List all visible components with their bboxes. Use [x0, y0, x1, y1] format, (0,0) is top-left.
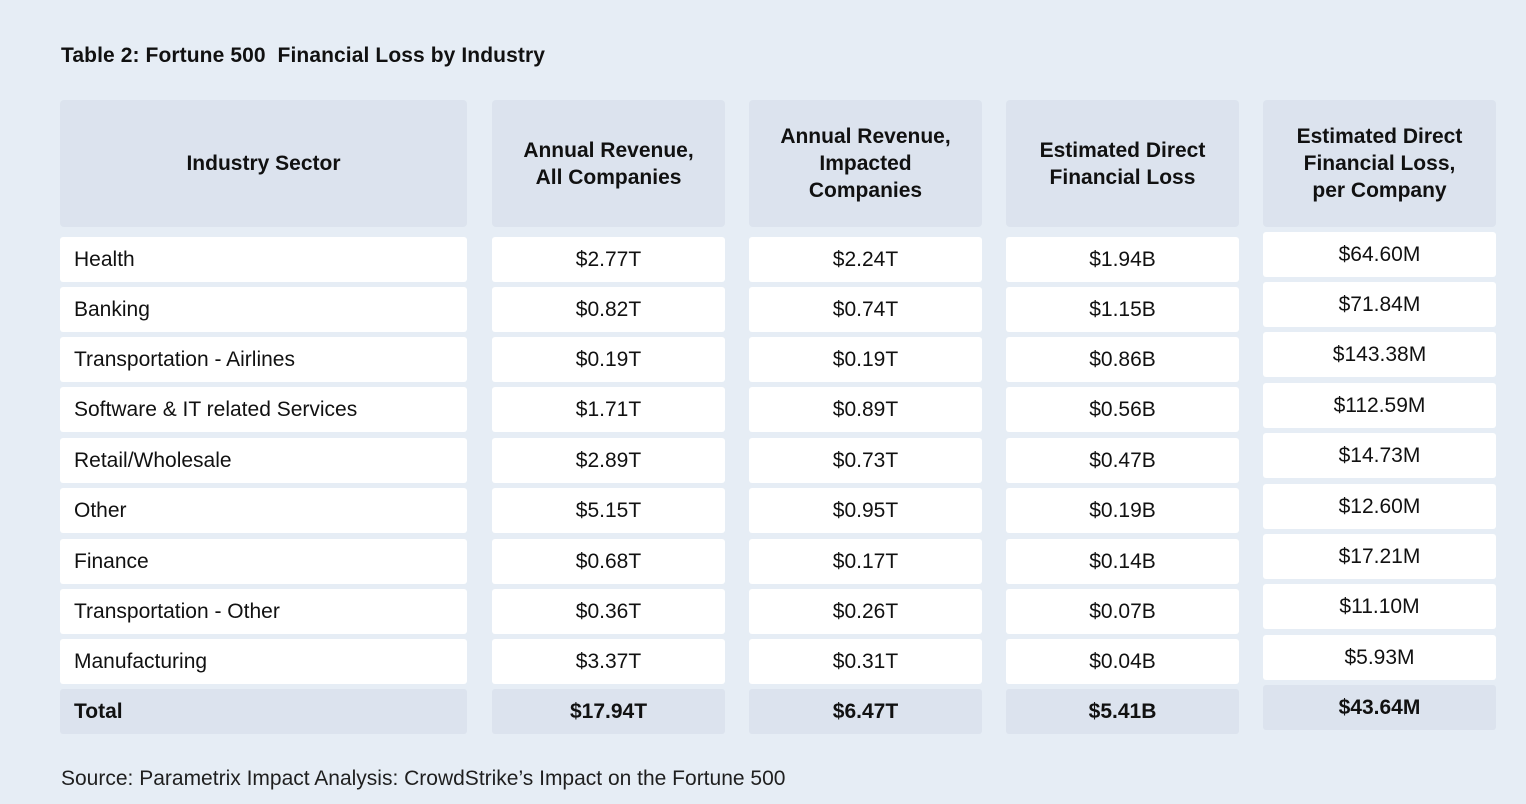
table-cell: $0.68T: [492, 539, 725, 584]
table-cell: $0.19T: [492, 337, 725, 382]
table-cell: $1.94B: [1006, 237, 1239, 282]
table-cell: Transportation - Airlines: [60, 337, 467, 382]
table-cell: $0.19B: [1006, 488, 1239, 533]
total-row-cell: $6.47T: [749, 689, 982, 734]
table-cell: $0.89T: [749, 387, 982, 432]
table-cell: Other: [60, 488, 467, 533]
table-cell: $1.15B: [1006, 287, 1239, 332]
table-cell: $71.84M: [1263, 282, 1496, 327]
table-cell: $0.36T: [492, 589, 725, 634]
table-cell: $2.89T: [492, 438, 725, 483]
table-cell: $0.14B: [1006, 539, 1239, 584]
column-estimated-direct-loss: Estimated Direct Financial Loss $1.94B $…: [1006, 100, 1239, 734]
table-cell: Finance: [60, 539, 467, 584]
total-row-cell: $5.41B: [1006, 689, 1239, 734]
table-cell: $143.38M: [1263, 332, 1496, 377]
table-cell: $0.04B: [1006, 639, 1239, 684]
table-cell: $0.74T: [749, 287, 982, 332]
table-cell: $0.26T: [749, 589, 982, 634]
table-cell: Banking: [60, 287, 467, 332]
column-header: Estimated Direct Financial Loss, per Com…: [1263, 100, 1496, 227]
table-cell: $0.73T: [749, 438, 982, 483]
table-cell: $1.71T: [492, 387, 725, 432]
table-cell: $0.47B: [1006, 438, 1239, 483]
table-cell: $0.17T: [749, 539, 982, 584]
total-row-cell: Total: [60, 689, 467, 734]
total-row-cell: $43.64M: [1263, 685, 1496, 730]
column-annual-revenue-impacted: Annual Revenue, Impacted Companies $2.24…: [749, 100, 982, 734]
table-cell: $0.07B: [1006, 589, 1239, 634]
column-header: Industry Sector: [60, 100, 467, 227]
table-cell: Retail/Wholesale: [60, 438, 467, 483]
table-cell: Transportation - Other: [60, 589, 467, 634]
table-cell: $5.93M: [1263, 635, 1496, 680]
column-industry-sector: Industry Sector Health Banking Transport…: [60, 100, 467, 734]
table-cell: $0.86B: [1006, 337, 1239, 382]
table-cell: $11.10M: [1263, 584, 1496, 629]
column-loss-per-company: Estimated Direct Financial Loss, per Com…: [1263, 100, 1496, 730]
table-cell: $0.56B: [1006, 387, 1239, 432]
table-cell: $5.15T: [492, 488, 725, 533]
table-title: Table 2: Fortune 500 Financial Loss by I…: [61, 44, 546, 67]
source-note: Source: Parametrix Impact Analysis: Crow…: [61, 767, 786, 790]
table-cell: $2.77T: [492, 237, 725, 282]
column-header: Annual Revenue, All Companies: [492, 100, 725, 227]
table-cell: $14.73M: [1263, 433, 1496, 478]
column-header: Annual Revenue, Impacted Companies: [749, 100, 982, 227]
total-row-cell: $17.94T: [492, 689, 725, 734]
table-cell: $112.59M: [1263, 383, 1496, 428]
table-cell: $3.37T: [492, 639, 725, 684]
column-header: Estimated Direct Financial Loss: [1006, 100, 1239, 227]
table-cell: $12.60M: [1263, 484, 1496, 529]
table-cell: $2.24T: [749, 237, 982, 282]
table-cell: Manufacturing: [60, 639, 467, 684]
table-cell: $0.31T: [749, 639, 982, 684]
table-cell: $0.82T: [492, 287, 725, 332]
table-cell: $64.60M: [1263, 232, 1496, 277]
column-annual-revenue-all: Annual Revenue, All Companies $2.77T $0.…: [492, 100, 725, 734]
table-cell: Health: [60, 237, 467, 282]
table-cell: $0.95T: [749, 488, 982, 533]
table-cell: $0.19T: [749, 337, 982, 382]
table-cell: Software & IT related Services: [60, 387, 467, 432]
table-cell: $17.21M: [1263, 534, 1496, 579]
